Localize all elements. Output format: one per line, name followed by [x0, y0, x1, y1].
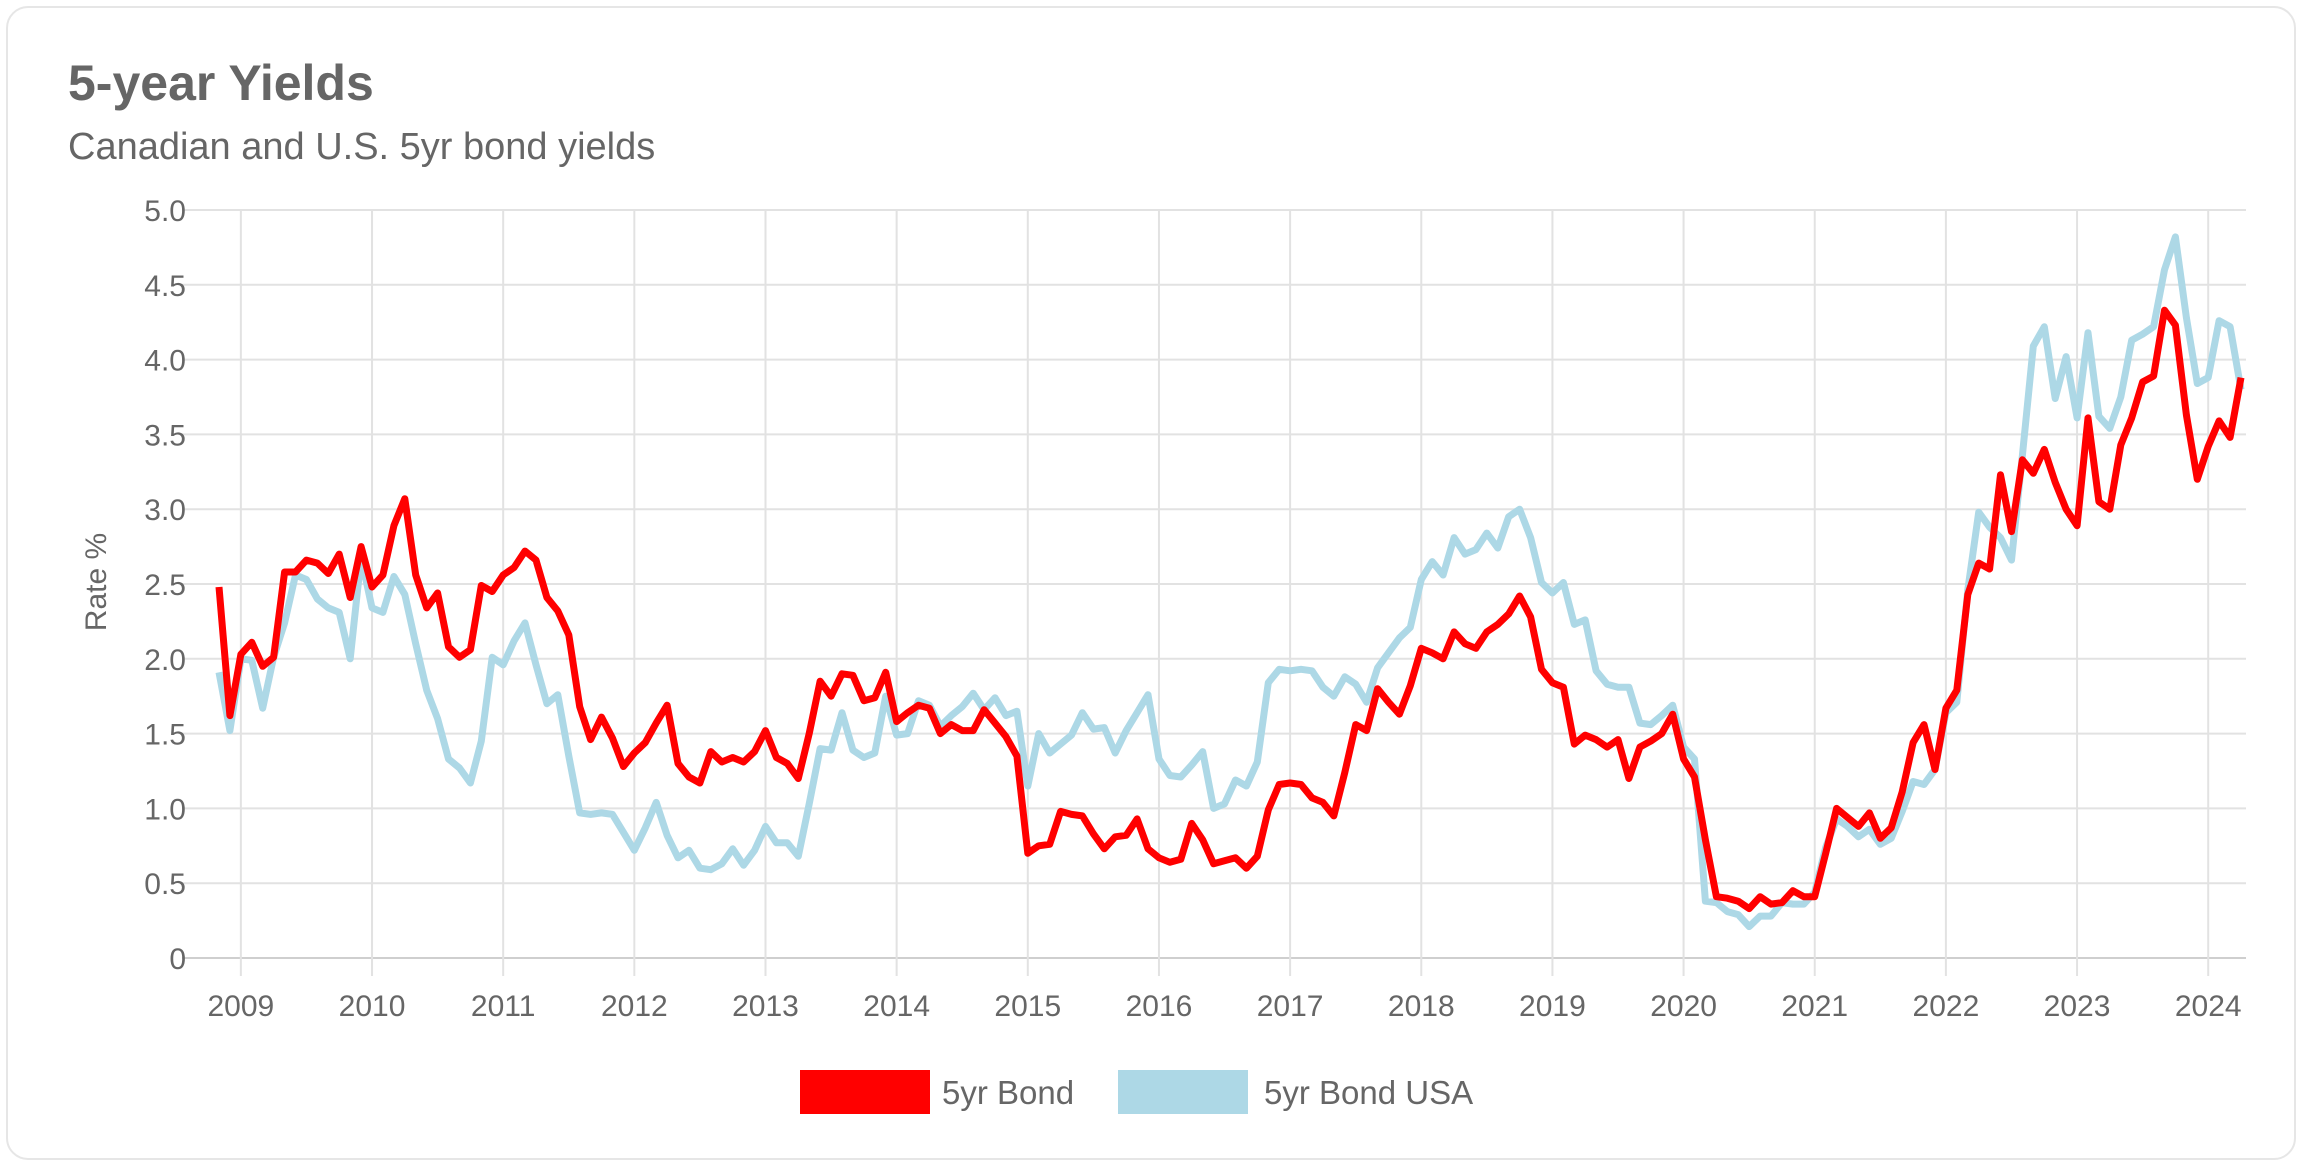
legend-swatch — [1118, 1070, 1248, 1114]
y-tick-label: 5.0 — [144, 195, 186, 228]
y-tick-label: 2.0 — [144, 644, 186, 677]
y-tick-label: 4.5 — [144, 270, 186, 303]
y-tick-label: 1.5 — [144, 719, 186, 752]
y-axis: 0 0.5 1.0 1.5 2.0 2.5 3.0 3.5 4.0 4.5 5.0 — [144, 195, 186, 976]
legend-label: 5yr Bond — [942, 1074, 1074, 1111]
y-axis-label: Rate % — [80, 533, 113, 631]
x-tick-label: 2024 — [2175, 990, 2242, 1023]
chart-subtitle: Canadian and U.S. 5yr bond yields — [68, 126, 656, 168]
series-lines — [215, 233, 2245, 931]
x-tick-label: 2018 — [1388, 990, 1455, 1023]
legend-label: 5yr Bond USA — [1264, 1074, 1473, 1111]
y-tick-label: 0 — [169, 943, 186, 976]
x-tick-label: 2023 — [2044, 990, 2111, 1023]
x-tick-label: 2011 — [471, 990, 536, 1023]
legend-item-5yr-bond[interactable]: 5yr Bond — [800, 1070, 1074, 1114]
y-tick-label: 4.0 — [144, 345, 186, 378]
x-tick-label: 2016 — [1126, 990, 1193, 1023]
x-tick-label: 2017 — [1257, 990, 1324, 1023]
y-tick-label: 1.0 — [144, 793, 186, 826]
chart-title: 5-year Yields — [68, 55, 374, 111]
x-tick-label: 2009 — [207, 990, 274, 1023]
x-tick-label: 2020 — [1650, 990, 1717, 1023]
x-tick-label: 2013 — [732, 990, 799, 1023]
x-tick-label: 2021 — [1781, 990, 1848, 1023]
x-tick-label: 2010 — [339, 990, 406, 1023]
x-tick-label: 2022 — [1913, 990, 1980, 1023]
legend-item-5yr-bond-usa[interactable]: 5yr Bond USA — [1118, 1070, 1473, 1114]
y-tick-label: 0.5 — [144, 868, 186, 901]
y-tick-label: 2.5 — [144, 569, 186, 602]
x-tick-label: 2019 — [1519, 990, 1586, 1023]
y-tick-label: 3.0 — [144, 494, 186, 527]
x-tick-label: 2014 — [863, 990, 930, 1023]
series-line-5yr-bond-usa — [215, 233, 2245, 931]
x-axis: 2009 2010 2011 2012 2013 2014 2015 2016 2017 2018… — [207, 990, 2241, 1023]
legend-swatch — [800, 1070, 930, 1114]
x-tick-label: 2012 — [601, 990, 668, 1023]
series-line-5yr-bond — [215, 306, 2245, 913]
x-tick-label: 2015 — [994, 990, 1061, 1023]
y-tick-label: 3.5 — [144, 419, 186, 452]
legend[interactable]: 5yr Bond 5yr Bond USA — [800, 1070, 1473, 1114]
